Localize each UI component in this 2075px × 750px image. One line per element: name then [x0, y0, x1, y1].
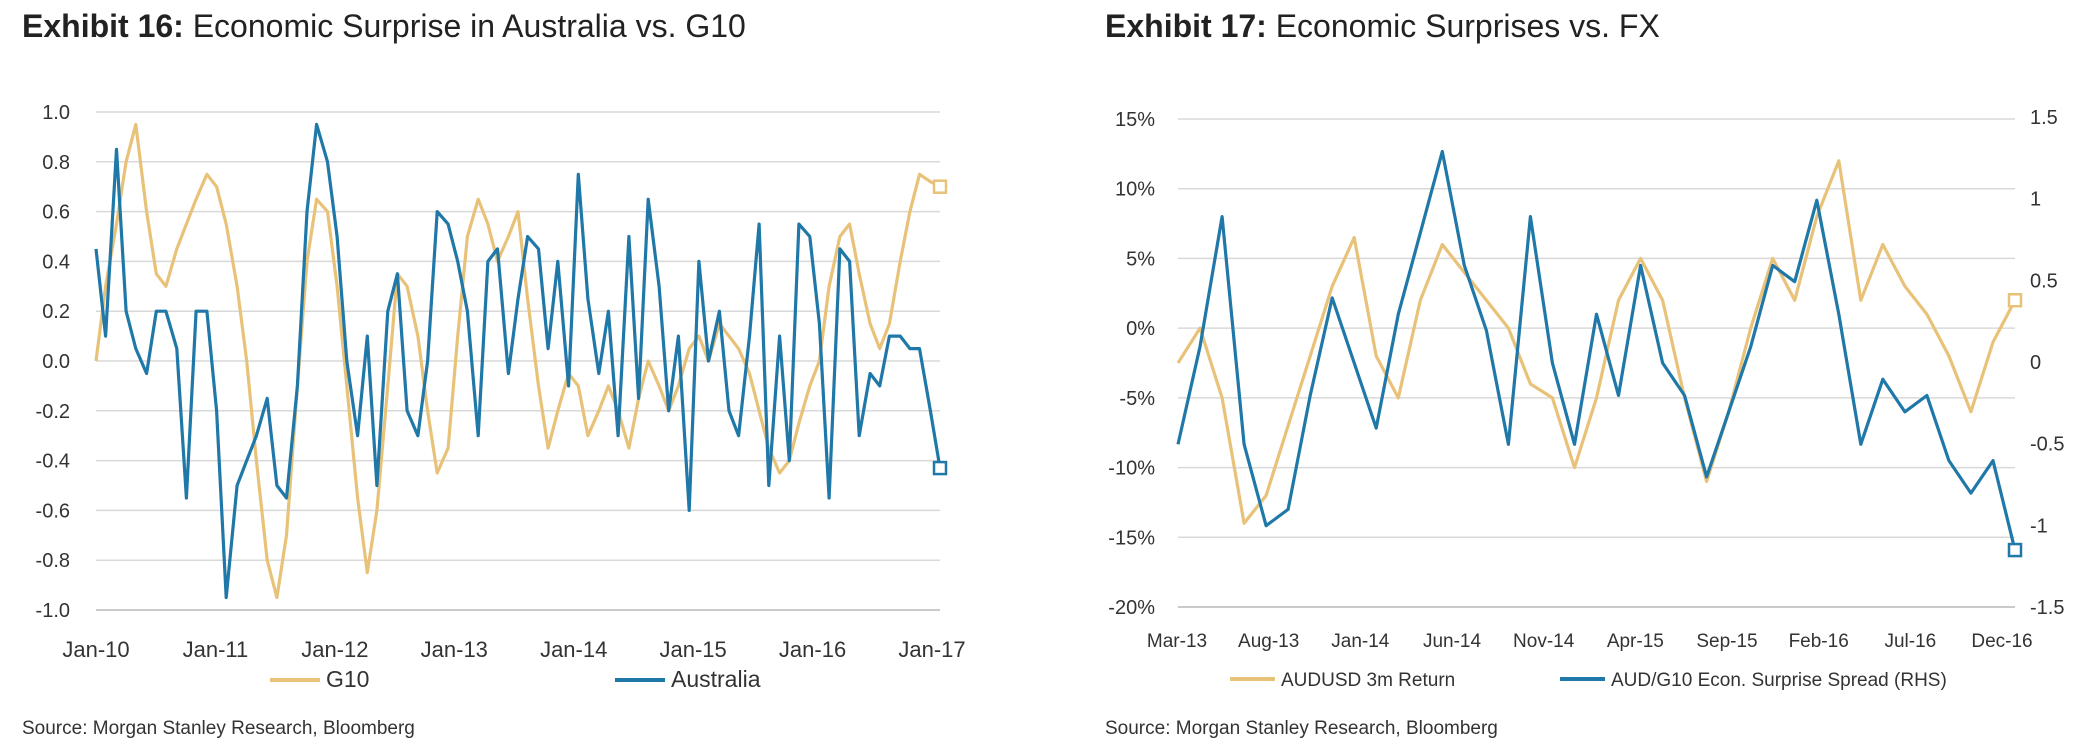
x-tick-label: Jan-12	[301, 637, 368, 662]
exhibit-17-title-lead: Exhibit 17:	[1105, 8, 1267, 44]
series-line-g10	[94, 122, 941, 600]
exhibit-16-source: Source: Morgan Stanley Research, Bloombe…	[22, 718, 415, 739]
exhibit-16-chart: 1.0 0.8 0.6 0.4 0.2 0.0 -0.2 -0.4 -0.6 -0.8 -1.0 Ja…	[36, 102, 966, 692]
x-tick-label: Jan-16	[779, 637, 846, 662]
x-tick-label: Jan-14	[1331, 631, 1390, 652]
exhibit-16-title-text: Economic Surprise in Australia vs. G10	[192, 8, 746, 44]
exhibit-16-title-lead: Exhibit 16:	[22, 8, 184, 44]
exhibit-16: Exhibit 16: Economic Surprise in Austral…	[22, 8, 966, 739]
x-tick-label: Aug-13	[1238, 631, 1299, 652]
y-tick-label: 10%	[1115, 179, 1155, 201]
y-tick-label: 0.2	[42, 301, 70, 323]
y-tick-label: 0.6	[42, 202, 70, 224]
x-tick-label: Nov-14	[1513, 631, 1575, 652]
y2-tick-label: 0	[2030, 352, 2041, 374]
y-tick-label: -1.0	[36, 600, 70, 622]
y-tick-label: 0.8	[42, 152, 70, 174]
series-line-aud-g10-econ-surprise-spread-rhs-	[1176, 149, 2017, 551]
y2-tick-label: 1	[2030, 189, 2041, 211]
x-tick-label: Apr-15	[1607, 631, 1664, 652]
x-tick-label: Jan-10	[62, 637, 129, 662]
exhibit-17-title-text: Economic Surprises vs. FX	[1275, 8, 1660, 44]
x-tick-label: Feb-16	[1789, 631, 1849, 652]
legend-label: Australia	[671, 666, 761, 692]
series-end-marker	[932, 179, 948, 194]
y2-tick-label: -1.5	[2030, 597, 2064, 619]
x-tick-label: Jan-15	[660, 637, 727, 662]
exhibit-16-title: Exhibit 16: Economic Surprise in Austral…	[22, 8, 746, 45]
y-tick-label: -10%	[1108, 458, 1155, 480]
y-tick-label: 1.0	[42, 102, 70, 124]
x-tick-label: Jan-14	[540, 637, 607, 662]
x-tick-label: Sep-15	[1696, 631, 1757, 652]
y-tick-label: 5%	[1126, 248, 1155, 270]
x-tick-label: Jul-16	[1884, 631, 1936, 652]
series-line-audusd-3m-return	[1176, 159, 2017, 525]
x-tick-label: Dec-16	[1971, 631, 2032, 652]
exhibit-17-chart: 15% 10% 5% 0% -5% -10% -15% -20% 1.5 1 0.5 0 -0.5 -1 -…	[1108, 107, 2064, 691]
x-tick-label: Mar-13	[1147, 631, 1207, 652]
y-tick-label: -0.6	[36, 500, 70, 522]
legend-label: AUD/G10 Econ. Surprise Spread (RHS)	[1611, 670, 1947, 691]
y2-tick-label: -0.5	[2030, 434, 2064, 456]
series-line-australia	[94, 122, 942, 600]
legend-label: G10	[326, 666, 369, 692]
y2-tick-label: 0.5	[2030, 270, 2058, 292]
exhibit-17-source: Source: Morgan Stanley Research, Bloombe…	[1105, 718, 1498, 739]
exhibit-17-title: Exhibit 17: Economic Surprises vs. FX	[1105, 8, 1660, 45]
y-tick-label: -15%	[1108, 527, 1155, 549]
y2-tick-label: -1	[2030, 515, 2048, 537]
y-tick-label: -5%	[1119, 388, 1155, 410]
y-tick-label: 0.0	[42, 351, 70, 373]
y-tick-label: 15%	[1115, 109, 1155, 131]
y-tick-label: 0.4	[42, 251, 70, 273]
series-end-marker	[2007, 542, 2023, 558]
y2-tick-label: 1.5	[2030, 107, 2058, 129]
y-tick-label: -0.2	[36, 401, 70, 423]
x-tick-label: Jan-13	[421, 637, 488, 662]
x-tick-label: Jan-11	[183, 637, 249, 662]
y-tick-label: 0%	[1126, 318, 1155, 340]
series-end-marker	[2007, 293, 2023, 308]
exhibit-17: Exhibit 17: Economic Surprises vs. FX 15…	[1080, 0, 2075, 750]
y-tick-label: -0.4	[36, 451, 70, 473]
x-tick-label: Jun-14	[1423, 631, 1482, 652]
x-tick-label: Jan-17	[898, 637, 965, 662]
y-tick-label: -20%	[1108, 597, 1155, 619]
legend-label: AUDUSD 3m Return	[1281, 670, 1455, 691]
y-tick-label: -0.8	[36, 550, 70, 572]
series-end-marker	[932, 460, 948, 476]
